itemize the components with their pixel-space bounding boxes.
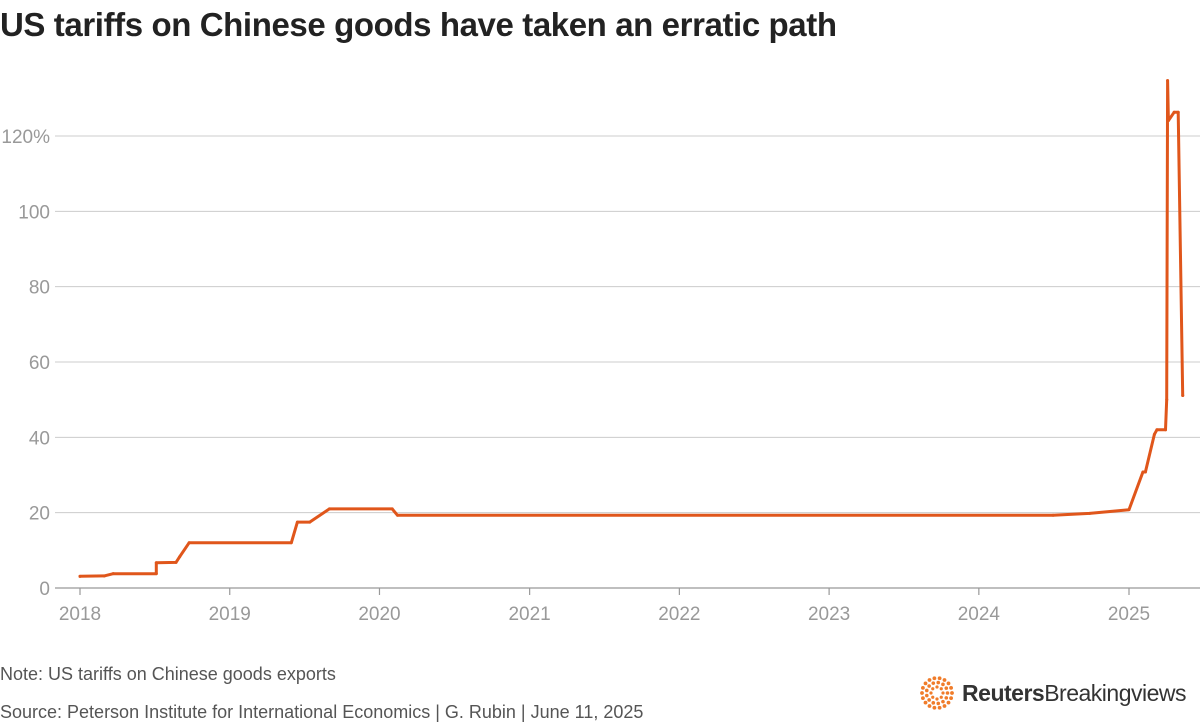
x-tick-label: 2022 <box>658 604 700 625</box>
data-point <box>78 574 82 578</box>
data-point <box>1141 470 1145 474</box>
reuters-dot-ring-icon <box>920 676 954 710</box>
x-tick-label: 2025 <box>1108 604 1150 625</box>
data-point <box>1127 508 1131 512</box>
y-tick-label: 80 <box>29 278 50 299</box>
data-point <box>1143 470 1147 474</box>
tariff-line-chart: 0 20 40 60 80 100 120% 2018 2019 2020 2021 2022 202… <box>1 79 1200 625</box>
data-point <box>154 572 158 576</box>
x-tick-label: 2018 <box>59 604 101 625</box>
data-point <box>1176 110 1180 114</box>
y-tick-label: 0 <box>39 579 50 600</box>
tariff-series-line <box>78 79 1185 578</box>
data-point <box>102 574 106 578</box>
y-tick-label: 20 <box>29 504 50 525</box>
chart-source: Source: Peterson Institute for Internati… <box>0 702 644 722</box>
data-point <box>295 520 299 524</box>
data-point <box>390 507 394 511</box>
data-point <box>1155 428 1159 432</box>
x-axis-labels: 2018 2019 2020 2021 2022 2023 2024 2025 <box>59 588 1150 625</box>
data-point <box>1164 428 1168 432</box>
data-point <box>187 541 191 545</box>
y-tick-label: 60 <box>29 353 50 374</box>
x-tick-label: 2021 <box>508 604 550 625</box>
y-axis-labels: 0 20 40 60 80 100 120% <box>1 127 50 600</box>
data-point <box>396 513 400 517</box>
x-tick-label: 2024 <box>958 604 1001 625</box>
data-point <box>174 560 178 564</box>
data-point <box>1051 513 1055 517</box>
chart-note: Note: US tariffs on Chinese goods export… <box>0 664 336 684</box>
x-tick-label: 2023 <box>808 604 850 625</box>
y-tick-label: 100 <box>18 202 50 223</box>
brand-name: ReutersBreakingviews <box>962 680 1186 707</box>
data-point <box>178 555 182 559</box>
tariff-data-points <box>78 79 1185 578</box>
data-point <box>1172 110 1176 114</box>
chart-title: US tariffs on Chinese goods have taken a… <box>0 6 837 43</box>
brand-name-regular: Breakingviews <box>1044 679 1186 706</box>
data-point <box>289 541 293 545</box>
data-point <box>1165 398 1169 402</box>
data-point <box>1166 119 1170 123</box>
y-tick-label: 120% <box>1 127 50 148</box>
data-point <box>1152 432 1156 436</box>
data-point <box>308 520 312 524</box>
data-point <box>111 572 115 576</box>
gridlines <box>55 135 1200 589</box>
data-point <box>154 561 158 565</box>
y-tick-label: 40 <box>29 428 50 449</box>
data-point <box>327 507 331 511</box>
data-point <box>1181 394 1185 398</box>
x-tick-label: 2019 <box>209 604 251 625</box>
brand-logo-block: ReutersBreakingviews <box>920 676 1186 710</box>
x-tick-label: 2020 <box>358 604 400 625</box>
data-point <box>1166 79 1170 83</box>
data-point <box>1088 511 1092 515</box>
brand-name-bold: Reuters <box>962 679 1045 706</box>
